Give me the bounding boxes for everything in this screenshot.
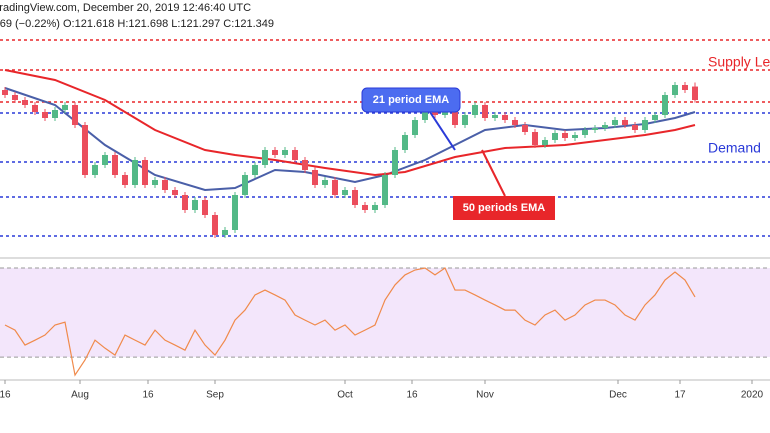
candle-body: [482, 105, 488, 118]
candle-body: [232, 195, 238, 230]
candle-body: [682, 85, 688, 90]
ema21-callout: [361, 87, 461, 113]
candle-body: [312, 170, 318, 185]
candle-body: [52, 110, 58, 118]
x-tick-label: Sep: [206, 390, 224, 401]
candle-body: [242, 175, 248, 195]
annotations: 21 period EMA 50 periods EMA Supply Leve…: [361, 54, 770, 220]
candle-body: [592, 128, 598, 130]
ema-line: [4, 69, 696, 177]
candle-body: [152, 180, 158, 185]
candle-body: [382, 175, 388, 205]
ema50-label: 50 periods EMA: [463, 202, 546, 214]
candle-body: [282, 150, 288, 155]
candle-body: [262, 150, 268, 165]
candle-body: [522, 125, 528, 132]
x-tick-label: 17: [674, 390, 686, 401]
candle-body: [322, 180, 328, 185]
candle-body: [612, 120, 618, 125]
candle-body: [122, 175, 128, 185]
candle-body: [302, 160, 308, 170]
candle-body: [42, 112, 48, 118]
candle-body: [112, 155, 118, 175]
x-tick-label: Nov: [476, 390, 494, 401]
ema50-arrow: [481, 149, 506, 197]
x-tick-label: Oct: [337, 390, 353, 401]
candle-body: [472, 105, 478, 115]
rsi-band: [0, 268, 770, 358]
candle-body: [632, 125, 638, 130]
candle-body: [362, 205, 368, 210]
candle-body: [192, 200, 198, 210]
candle-body: [512, 120, 518, 125]
candle-body: [342, 190, 348, 195]
candle-body: [142, 160, 148, 185]
ema21-arrow: [429, 111, 456, 151]
ohlc-line: −0.269 (−0.22%) O:121.618 H:121.698 L:12…: [0, 18, 274, 30]
candle-body: [22, 100, 28, 105]
candle-body: [352, 190, 358, 205]
x-tick-label: Dec: [609, 390, 627, 401]
ema21-label: 21 period EMA: [373, 94, 449, 106]
candle-body: [202, 200, 208, 215]
candle-body: [392, 150, 398, 175]
candle-body: [672, 85, 678, 95]
candle-body: [212, 215, 218, 235]
candle-body: [82, 125, 88, 175]
rsi-panel: [0, 267, 770, 377]
candle-body: [502, 115, 508, 120]
candle-body: [542, 140, 548, 145]
candle-body: [652, 115, 658, 120]
ema50-callout: [453, 196, 555, 220]
candle-body: [132, 160, 138, 185]
price-panel: [0, 39, 770, 238]
candle-body: [272, 150, 278, 155]
x-tick-label: 16: [0, 390, 11, 401]
candle-body: [532, 132, 538, 145]
candle-body: [172, 190, 178, 195]
candle-body: [332, 180, 338, 195]
candle-body: [492, 115, 498, 118]
candle-body: [12, 95, 18, 100]
candle-body: [552, 133, 558, 140]
candle-body: [572, 135, 578, 138]
candle-body: [462, 115, 468, 125]
candle-body: [102, 155, 108, 165]
supply-label: Supply Level: [708, 54, 770, 70]
demand-label: Demand: [708, 140, 761, 156]
candle-body: [582, 130, 588, 135]
candle-body: [452, 105, 458, 125]
x-tick-label: 2020: [741, 390, 764, 401]
candle-body: [252, 165, 258, 175]
x-tick-label: Aug: [71, 390, 89, 401]
candle-body: [372, 205, 378, 210]
x-tick-label: 16: [406, 390, 418, 401]
candle-body: [562, 133, 568, 138]
candle-body: [222, 230, 228, 235]
candle-body: [2, 90, 8, 95]
candle-body: [402, 135, 408, 150]
candle-body: [602, 125, 608, 128]
rsi-line: [4, 267, 696, 377]
candle-body: [92, 165, 98, 175]
x-tick-label: 16: [142, 390, 154, 401]
candle-body: [422, 110, 428, 120]
header: TradingView.com, December 20, 2019 12:46…: [0, 2, 251, 14]
candle-body: [412, 120, 418, 135]
candle-body: [62, 105, 68, 110]
candle-body: [662, 95, 668, 115]
candle-body: [182, 195, 188, 210]
candle-body: [642, 120, 648, 130]
candle-body: [162, 180, 168, 190]
candle-body: [622, 120, 628, 125]
candle-body: [692, 86, 698, 100]
candle-body: [72, 105, 78, 125]
candle-body: [32, 105, 38, 112]
candle-body: [292, 150, 298, 160]
